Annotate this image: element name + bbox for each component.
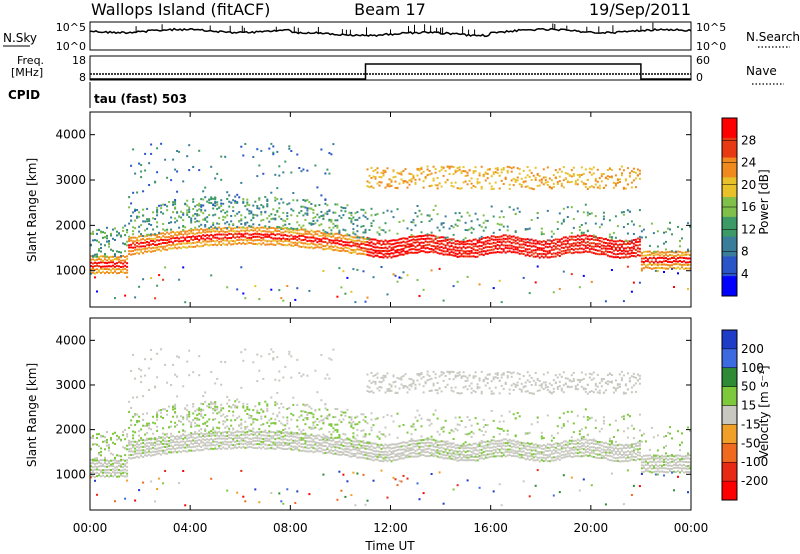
nave-label: Nave xyxy=(746,64,777,78)
power-colorbar-tick: 20 xyxy=(741,178,756,192)
velocity-colorbar-swatch xyxy=(722,348,737,369)
cpid-label: CPID xyxy=(8,88,40,102)
velocity-colorbar-swatch xyxy=(722,330,737,350)
velocity-colorbar-swatch xyxy=(722,462,737,482)
noise-panel: N.Sky 10^5 10^0 10^5 10^0 N.Search xyxy=(3,21,800,53)
velocity-colorbar-swatch xyxy=(722,424,737,444)
power-ylabel: Slant Range [km] xyxy=(25,158,39,262)
power-colorbar: 4 8 12 16 20 24 28 xyxy=(721,117,756,297)
cpid-program: tau (fast) 503 xyxy=(94,92,187,106)
velocity-ytick-label: 4000 xyxy=(55,333,86,347)
velocity-colorbar-tick: 200 xyxy=(741,342,764,356)
freq-left-tick-bottom: 8 xyxy=(79,71,86,84)
freq-label-bottom: [MHz] xyxy=(11,66,43,79)
noise-right-tick-bottom: 10^0 xyxy=(696,40,726,53)
power-colorbar-tick: 12 xyxy=(741,222,756,236)
power-ytick-label: 1000 xyxy=(55,264,86,278)
power-colorbar-swatch xyxy=(722,157,737,178)
x-tick-label: 08:00 xyxy=(273,521,308,535)
velocity-colorbar-swatch xyxy=(722,481,737,501)
freq-left-tick-top: 18 xyxy=(72,54,86,67)
power-ytick-label: 2000 xyxy=(55,218,86,232)
noise-sky-label: N.Sky xyxy=(3,31,37,45)
velocity-colorbar-swatch xyxy=(722,386,737,407)
power-ytick-label: 4000 xyxy=(55,128,86,142)
nave-right-tick-top: 60 xyxy=(696,54,710,67)
power-panel-frame xyxy=(89,111,692,308)
velocity-colorbar-label: Velocity [m s⁻¹] xyxy=(757,365,771,458)
power-colorbar-tick: 24 xyxy=(741,156,756,170)
velocity-ylabel: Slant Range [km] xyxy=(25,363,39,467)
x-tick-label: 00:00 xyxy=(73,521,108,535)
power-colorbar-swatch xyxy=(722,118,737,139)
x-axis-ticks: 00:00 04:00 08:00 12:00 16:00 20:00 00:00 xyxy=(73,112,709,535)
noise-left-tick-bottom: 10^0 xyxy=(56,40,86,53)
velocity-colorbar-tick: -50 xyxy=(741,436,761,450)
velocity-colorbar-swatch xyxy=(722,405,737,425)
noise-panel-frame xyxy=(89,21,692,51)
velocity-ytick-label: 3000 xyxy=(55,378,86,392)
velocity-data xyxy=(90,348,691,507)
noise-left-tick-top: 10^5 xyxy=(56,21,86,34)
beam-title: Beam 17 xyxy=(354,0,426,19)
noise-spikes xyxy=(135,22,654,36)
power-colorbar-swatch xyxy=(722,137,737,159)
cpid-row: CPID tau (fast) 503 xyxy=(8,82,187,108)
velocity-colorbar-tick: -200 xyxy=(741,474,768,488)
power-colorbar-swatch xyxy=(722,236,737,257)
velocity-colorbar-tick: 100 xyxy=(741,361,764,375)
velocity-colorbar-swatch xyxy=(722,443,737,463)
velocity-colorbar-tick: 50 xyxy=(741,380,756,394)
power-colorbar-tick: 8 xyxy=(741,245,749,259)
velocity-ytick-label: 2000 xyxy=(55,423,86,437)
x-tick-label: 20:00 xyxy=(574,521,609,535)
x-axis-label: Time UT xyxy=(364,539,415,553)
x-tick-label: 16:00 xyxy=(473,521,508,535)
x-tick-label: 04:00 xyxy=(173,521,208,535)
power-y-ticks: 1000 2000 3000 4000 xyxy=(55,128,691,278)
date-title: 19/Sep/2011 xyxy=(589,0,691,19)
power-colorbar-tick: 4 xyxy=(741,267,749,281)
power-colorbar-swatch xyxy=(722,276,737,297)
velocity-colorbar-tick: -100 xyxy=(741,455,768,469)
power-colorbar-swatch xyxy=(722,256,737,277)
velocity-y-ticks: 1000 2000 3000 4000 xyxy=(55,333,691,481)
power-panel: 1000 2000 3000 4000 Slant Range [km] 4 8 12 16… xyxy=(25,111,771,308)
x-tick-label: 12:00 xyxy=(373,521,408,535)
frequency-panel: Freq. [MHz] 18 8 60 0 Nave xyxy=(11,54,784,85)
frequency-panel-frame xyxy=(89,55,692,81)
freq-label-top: Freq. xyxy=(17,54,44,67)
station-title: Wallops Island (fitACF) xyxy=(91,0,270,19)
velocity-colorbar-tick: 15 xyxy=(741,399,756,413)
velocity-panel: 1000 2000 3000 4000 Slant Range [km] 200 100… xyxy=(25,112,771,553)
noise-search-label: N.Search xyxy=(746,30,800,44)
velocity-ytick-label: 1000 xyxy=(55,467,86,481)
nave-right-tick-bottom: 0 xyxy=(696,71,703,84)
noise-right-tick-top: 10^5 xyxy=(696,21,726,34)
power-colorbar-swatch xyxy=(722,177,737,198)
velocity-panel-frame xyxy=(89,317,692,511)
power-ytick-label: 3000 xyxy=(55,173,86,187)
power-colorbar-label: Power [dB] xyxy=(757,169,771,234)
x-tick-label: 00:00 xyxy=(674,521,709,535)
power-colorbar-swatch xyxy=(722,216,737,238)
nave-series xyxy=(90,63,691,80)
velocity-colorbar-tick: -15 xyxy=(741,417,761,431)
power-data xyxy=(90,142,691,304)
power-colorbar-tick: 28 xyxy=(741,133,756,147)
velocity-colorbar: 200 100 50 15 -15 -50 -100 -200 xyxy=(721,329,768,501)
power-colorbar-tick: 16 xyxy=(741,200,756,214)
velocity-colorbar-swatch xyxy=(722,367,737,388)
